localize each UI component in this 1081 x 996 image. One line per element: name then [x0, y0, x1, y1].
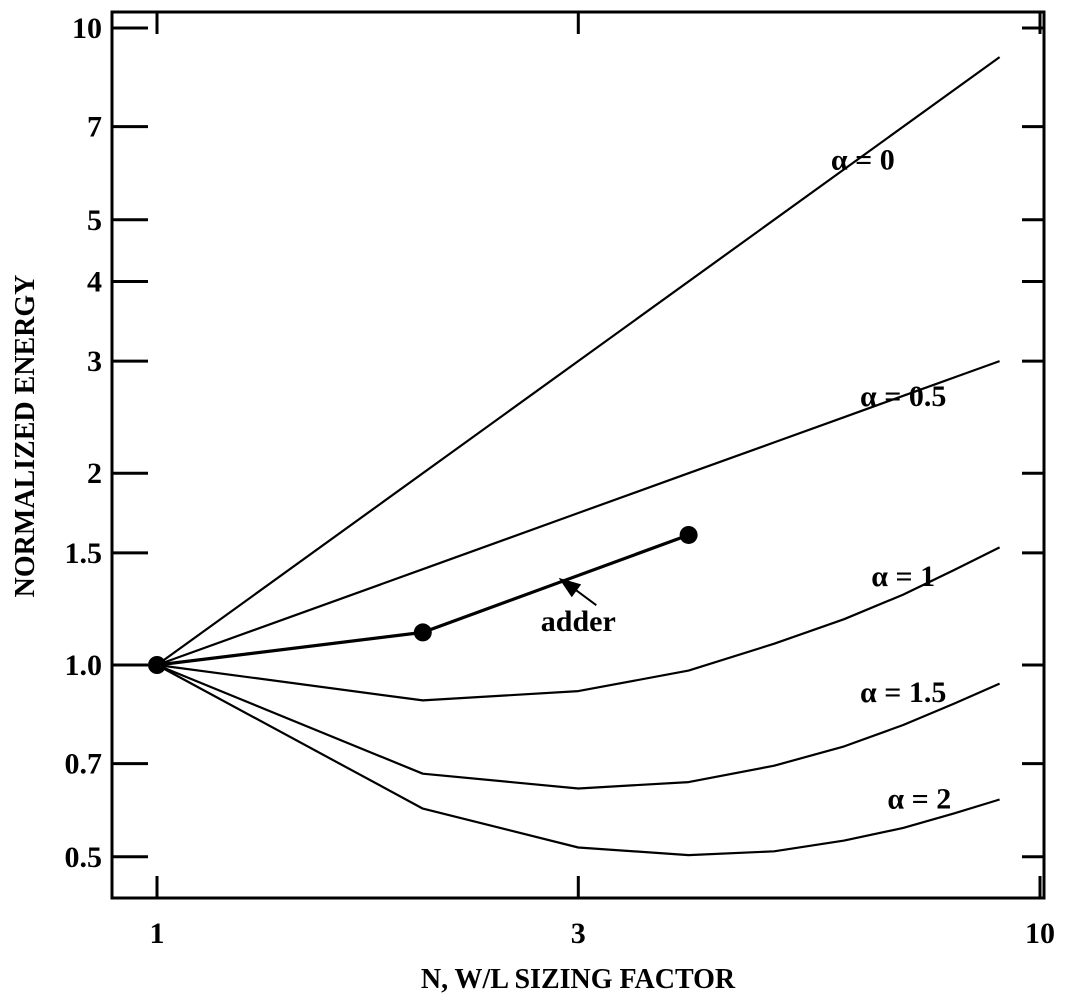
- x-tick-label: 3: [571, 917, 586, 950]
- y-tick-label: 5: [87, 204, 102, 237]
- y-tick-label: 4: [87, 265, 102, 298]
- axis-ticks: 1 3 10 0.5 0.7 1.0 1.5 2 3 4 5 7 10: [65, 12, 1055, 950]
- adder-point-1: [413, 623, 432, 642]
- adder-annotation: adder: [541, 605, 616, 638]
- series-labels: α = 0 α = 0.5 α = 1 α = 1.5 α = 2: [831, 143, 951, 815]
- x-axis-label: N, W/L SIZING FACTOR: [421, 964, 736, 995]
- y-tick-label: 0.7: [65, 748, 103, 781]
- y-tick-label: 2: [87, 457, 102, 490]
- x-tick-label: 10: [1025, 917, 1055, 950]
- series-label-0: α = 0: [831, 143, 895, 176]
- y-tick-label: 7: [87, 111, 102, 144]
- series-line-2: [156, 546, 1001, 702]
- y-tick-label: 3: [87, 345, 102, 378]
- y-tick-label: 1.0: [65, 649, 103, 682]
- series-label-4: α = 2: [887, 783, 951, 816]
- series-line-3: [156, 663, 1001, 790]
- series-label-2: α = 1: [871, 560, 935, 593]
- series-line-0: [156, 56, 1001, 666]
- series-lines: [156, 56, 1001, 857]
- y-axis-label: NORMALIZED ENERGY: [10, 275, 41, 598]
- adder-series: adder: [148, 525, 698, 674]
- series-line-4: [156, 664, 1000, 857]
- y-tick-label: 0.5: [65, 841, 103, 874]
- adder-point-0: [148, 656, 166, 674]
- series-label-1: α = 0.5: [860, 380, 946, 413]
- series-line-1: [156, 360, 1000, 667]
- adder-line: [156, 533, 690, 667]
- x-tick-label: 1: [150, 917, 165, 950]
- plot-frame: [110, 10, 1046, 900]
- series-label-3: α = 1.5: [860, 676, 946, 709]
- y-tick-label: 1.5: [65, 537, 103, 570]
- y-tick-label: 10: [72, 12, 102, 45]
- adder-arrow-head: [558, 577, 582, 598]
- adder-point-2: [679, 525, 698, 544]
